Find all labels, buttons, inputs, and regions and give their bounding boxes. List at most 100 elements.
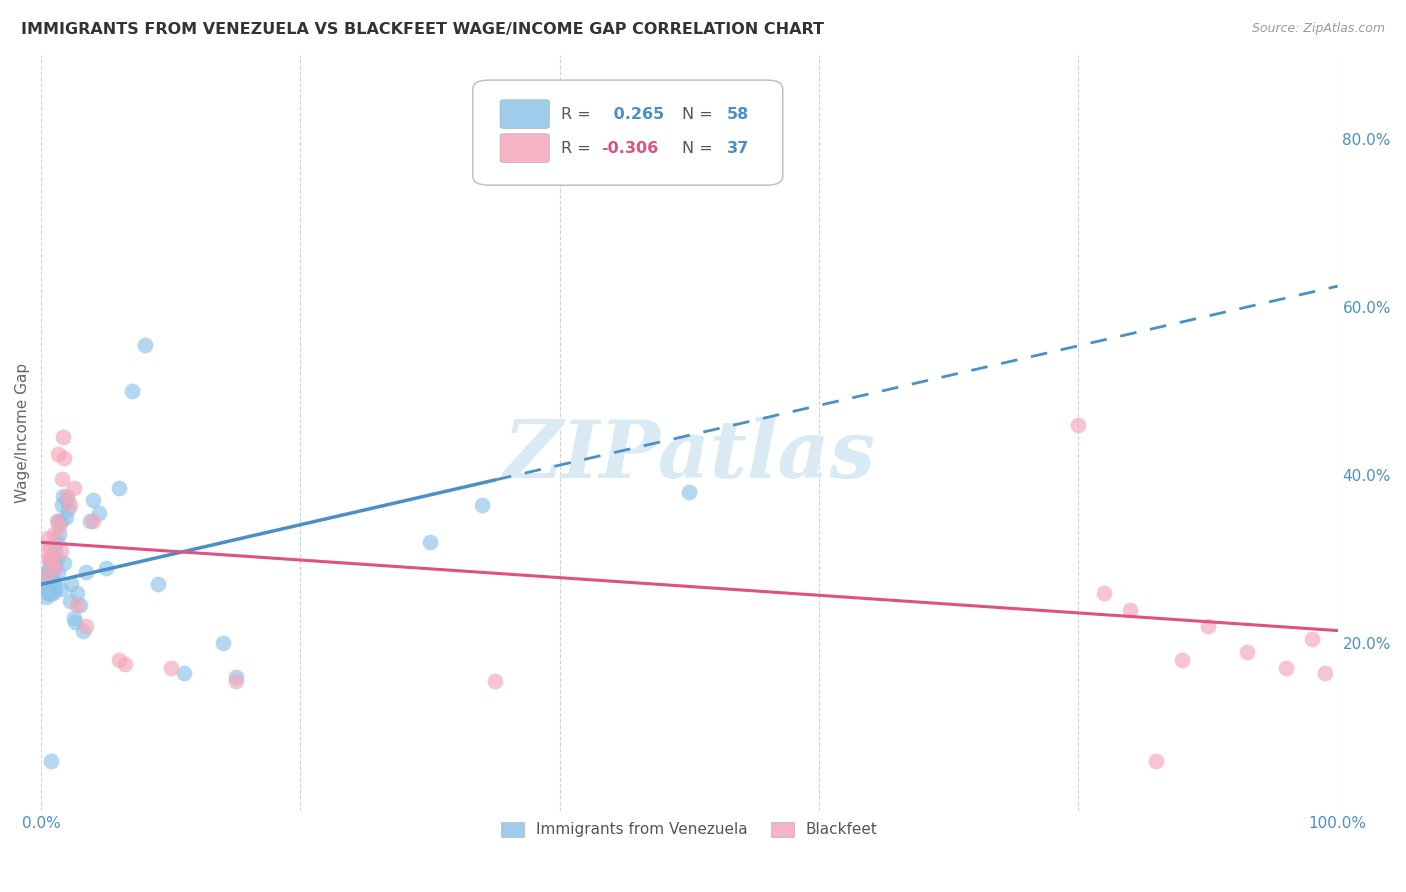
Point <box>44 560 66 574</box>
Text: R =: R = <box>561 141 591 155</box>
Point <box>1067 417 1090 432</box>
Point <box>41 557 63 571</box>
Point <box>42 548 65 562</box>
Point <box>59 594 82 608</box>
Point <box>53 451 76 466</box>
Text: 58: 58 <box>727 107 749 121</box>
Point <box>46 514 69 528</box>
Text: ZIPatlas: ZIPatlas <box>503 417 876 494</box>
Point <box>1144 754 1167 768</box>
Point <box>45 535 67 549</box>
Point <box>471 498 494 512</box>
Y-axis label: Wage/Income Gap: Wage/Income Gap <box>15 363 30 503</box>
Point <box>45 514 67 528</box>
Point <box>56 489 79 503</box>
Point <box>51 498 73 512</box>
FancyBboxPatch shape <box>501 100 550 128</box>
Text: 0.265: 0.265 <box>607 107 664 121</box>
Point <box>79 514 101 528</box>
Point <box>34 571 56 585</box>
Point <box>34 543 56 558</box>
Point <box>63 615 86 630</box>
Point <box>76 619 98 633</box>
Point <box>484 673 506 688</box>
Point <box>56 493 79 508</box>
Point <box>37 586 59 600</box>
Point <box>49 543 72 558</box>
Point <box>38 560 60 574</box>
FancyBboxPatch shape <box>472 80 783 186</box>
Point <box>46 565 69 579</box>
Point <box>82 493 104 508</box>
Point <box>49 514 72 528</box>
Point <box>48 527 70 541</box>
Point <box>35 569 58 583</box>
Text: IMMIGRANTS FROM VENEZUELA VS BLACKFEET WAGE/INCOME GAP CORRELATION CHART: IMMIGRANTS FROM VENEZUELA VS BLACKFEET W… <box>21 22 824 37</box>
Point <box>46 447 69 461</box>
Point <box>45 552 67 566</box>
Point <box>39 540 62 554</box>
Text: 37: 37 <box>727 141 749 155</box>
Text: N =: N = <box>682 107 713 121</box>
Point <box>58 501 80 516</box>
Point <box>211 636 233 650</box>
Point <box>37 575 59 590</box>
Point <box>1236 644 1258 658</box>
Point <box>53 557 76 571</box>
FancyBboxPatch shape <box>501 134 550 162</box>
Point <box>52 489 75 503</box>
Point <box>66 599 89 613</box>
Point <box>48 518 70 533</box>
Point <box>173 665 195 680</box>
Point <box>108 481 131 495</box>
Point <box>44 582 66 596</box>
Point <box>419 535 441 549</box>
Point <box>51 472 73 486</box>
Point <box>44 543 66 558</box>
Point <box>89 506 111 520</box>
Point <box>42 527 65 541</box>
Point <box>678 485 700 500</box>
Point <box>225 673 247 688</box>
Text: R =: R = <box>561 107 591 121</box>
Point <box>38 552 60 566</box>
Point <box>55 510 77 524</box>
Point <box>52 430 75 444</box>
Point <box>39 573 62 587</box>
Point <box>94 560 117 574</box>
Point <box>35 577 58 591</box>
Point <box>72 624 94 638</box>
Point <box>146 577 169 591</box>
Point <box>37 565 59 579</box>
Point <box>1171 653 1194 667</box>
Point <box>108 653 131 667</box>
Point <box>69 599 91 613</box>
Text: Source: ZipAtlas.com: Source: ZipAtlas.com <box>1251 22 1385 36</box>
Point <box>1301 632 1323 646</box>
Point <box>1119 602 1142 616</box>
Text: -0.306: -0.306 <box>602 141 658 155</box>
Point <box>38 579 60 593</box>
Legend: Immigrants from Venezuela, Blackfeet: Immigrants from Venezuela, Blackfeet <box>494 814 886 845</box>
Point <box>1092 586 1115 600</box>
Point <box>62 481 84 495</box>
Point <box>42 565 65 579</box>
Point <box>49 582 72 596</box>
Point <box>42 557 65 571</box>
Point <box>32 569 55 583</box>
Point <box>62 611 84 625</box>
Point <box>82 514 104 528</box>
Point <box>59 498 82 512</box>
Point <box>37 531 59 545</box>
Point <box>59 577 82 591</box>
Point <box>114 657 136 672</box>
Point <box>42 577 65 591</box>
Point <box>42 586 65 600</box>
Point <box>41 582 63 596</box>
Point <box>159 661 181 675</box>
Point <box>39 587 62 601</box>
Point <box>225 670 247 684</box>
Text: N =: N = <box>682 141 713 155</box>
Point <box>39 557 62 571</box>
Point <box>1274 661 1296 675</box>
